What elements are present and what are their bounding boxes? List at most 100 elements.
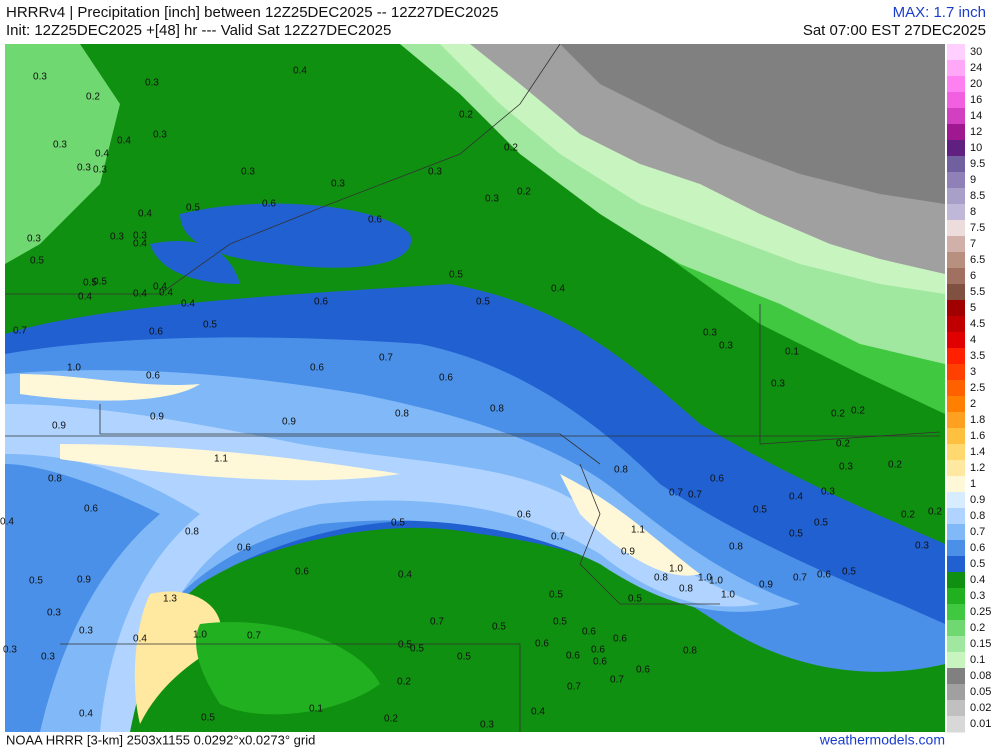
value-label: 0.3 — [771, 379, 785, 390]
colorbar-label: 2.5 — [970, 382, 985, 394]
colorbar-label: 0.6 — [970, 542, 985, 554]
value-label: 0.6 — [710, 474, 724, 485]
value-label: 0.3 — [915, 541, 929, 552]
value-label: 0.1 — [785, 347, 799, 358]
value-labels: 0.3 0.2 0.3 0.4 0.3 0.4 0.3 0.4 0.3 0.3 0.3 0.2 0.2 0… — [0, 66, 942, 731]
value-label: 0.9 — [759, 580, 773, 591]
colorbar-label: 1.6 — [970, 430, 985, 442]
value-label: 1.0 — [193, 630, 207, 641]
value-label: 0.3 — [153, 130, 167, 141]
colorbar-swatch — [947, 588, 965, 605]
colorbar-label: 0.02 — [970, 702, 991, 714]
value-label: 0.9 — [150, 412, 164, 423]
colorbar-swatch — [947, 316, 965, 333]
colorbar-label: 1.4 — [970, 446, 985, 458]
value-label: 0.4 — [133, 239, 147, 250]
value-label: 0.3 — [3, 645, 17, 656]
colorbar-label: 6 — [970, 270, 976, 282]
value-label: 0.8 — [679, 584, 693, 595]
value-label: 0.9 — [282, 417, 296, 428]
colorbar-swatch — [947, 332, 965, 349]
colorbar-label: 4.5 — [970, 318, 985, 330]
colorbar-label: 0.7 — [970, 526, 985, 538]
colorbar-swatch — [947, 684, 965, 701]
colorbar-swatch — [947, 188, 965, 205]
value-label: 0.3 — [821, 487, 835, 498]
value-label: 0.9 — [77, 575, 91, 586]
value-label: 0.2 — [901, 510, 915, 521]
colorbar-swatch — [947, 396, 965, 413]
value-label: 0.3 — [47, 608, 61, 619]
value-label: 0.4 — [0, 517, 14, 528]
colorbar-label: 9 — [970, 174, 976, 186]
site-credit: weathermodels.com — [819, 732, 945, 748]
value-label: 0.6 — [314, 297, 328, 308]
value-label: 0.6 — [613, 634, 627, 645]
colorbar-label: 12 — [970, 126, 982, 138]
colorbar-swatch — [947, 604, 965, 621]
colorbar-swatch — [947, 444, 965, 461]
value-label: 0.6 — [368, 215, 382, 226]
value-label: 0.5 — [93, 277, 107, 288]
value-label: 0.2 — [928, 507, 942, 518]
value-label: 0.4 — [551, 284, 565, 295]
footer: NOAA HRRR [3-km] 2503x1155 0.0292°x0.027… — [6, 732, 945, 748]
value-label: 0.5 — [553, 617, 567, 628]
colorbar-swatch — [947, 92, 965, 109]
value-label: 1.1 — [631, 525, 645, 536]
value-label: 0.7 — [793, 573, 807, 584]
value-label: 0.6 — [566, 651, 580, 662]
value-label: 0.2 — [397, 677, 411, 688]
value-label: 0.6 — [636, 665, 650, 676]
value-label: 0.2 — [86, 92, 100, 103]
value-label: 0.5 — [410, 644, 424, 655]
value-label: 0.3 — [41, 652, 55, 663]
value-label: 0.8 — [683, 646, 697, 657]
value-label: 0.8 — [614, 465, 628, 476]
value-label: 0.3 — [53, 140, 67, 151]
colorbar-label: 0.8 — [970, 510, 985, 522]
value-label: 0.2 — [888, 460, 902, 471]
value-label: 0.5 — [789, 529, 803, 540]
header: HRRRv4 | Precipitation [inch] between 12… — [6, 4, 986, 39]
max-value: MAX: 1.7 inch — [893, 4, 986, 21]
value-label: 0.8 — [490, 404, 504, 415]
value-label: 0.4 — [133, 289, 147, 300]
value-label: 0.7 — [610, 675, 624, 686]
colorbar-swatch — [947, 156, 965, 173]
value-label: 0.7 — [688, 490, 702, 501]
value-label: 1.0 — [67, 363, 81, 374]
colorbar-label: 3.5 — [970, 350, 985, 362]
colorbar-label: 3 — [970, 366, 976, 378]
grid-info: NOAA HRRR [3-km] 2503x1155 0.0292°x0.027… — [6, 732, 315, 747]
value-label: 1.0 — [698, 573, 712, 584]
value-label: 0.3 — [703, 328, 717, 339]
value-label: 0.7 — [430, 617, 444, 628]
value-label: 0.6 — [237, 543, 251, 554]
value-label: 0.9 — [52, 421, 66, 432]
value-label: 0.5 — [476, 297, 490, 308]
value-label: 0.2 — [384, 714, 398, 725]
value-label: 0.6 — [310, 363, 324, 374]
value-label: 0.6 — [295, 567, 309, 578]
value-label: 0.5 — [29, 576, 43, 587]
value-label: 0.5 — [398, 640, 412, 651]
value-label: 0.3 — [27, 234, 41, 245]
value-label: 0.5 — [201, 713, 215, 724]
colorbar-label: 0.15 — [970, 638, 991, 650]
colorbar-swatch — [947, 412, 965, 429]
colorbar-swatch — [947, 700, 965, 717]
colorbar-label: 24 — [970, 62, 982, 74]
colorbar: 302420161412109.598.587.576.565.554.543.… — [947, 44, 991, 733]
value-label: 0.5 — [30, 256, 44, 267]
colorbar-label: 20 — [970, 78, 982, 90]
value-label: 0.3 — [331, 179, 345, 190]
colorbar-swatch — [947, 620, 965, 637]
colorbar-swatch — [947, 572, 965, 589]
colorbar-swatch — [947, 60, 965, 77]
value-label: 0.4 — [531, 707, 545, 718]
colorbar-swatch — [947, 252, 965, 269]
value-label: 0.2 — [851, 406, 865, 417]
value-label: 0.5 — [391, 518, 405, 529]
colorbar-label: 8 — [970, 206, 976, 218]
